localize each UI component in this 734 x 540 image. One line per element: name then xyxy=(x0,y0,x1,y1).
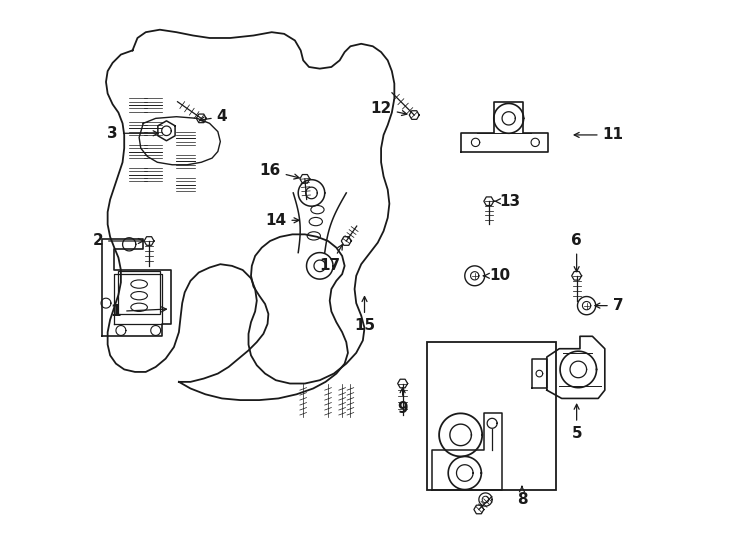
Text: 14: 14 xyxy=(265,213,299,228)
Text: 1: 1 xyxy=(111,304,167,319)
Text: 13: 13 xyxy=(494,194,521,209)
Text: 6: 6 xyxy=(571,233,582,272)
Text: 7: 7 xyxy=(595,298,623,313)
Text: 4: 4 xyxy=(200,109,228,124)
Text: 5: 5 xyxy=(571,404,582,441)
Text: 12: 12 xyxy=(371,101,407,116)
Text: 9: 9 xyxy=(397,388,408,416)
Text: 15: 15 xyxy=(354,296,375,333)
Bar xyxy=(427,342,556,490)
Text: 3: 3 xyxy=(107,126,158,141)
Bar xyxy=(118,271,160,314)
Text: 8: 8 xyxy=(517,487,527,507)
Text: 2: 2 xyxy=(92,233,143,248)
Text: 17: 17 xyxy=(319,245,343,273)
Text: 11: 11 xyxy=(574,127,624,143)
Text: 10: 10 xyxy=(484,268,510,284)
Text: 16: 16 xyxy=(259,163,299,179)
